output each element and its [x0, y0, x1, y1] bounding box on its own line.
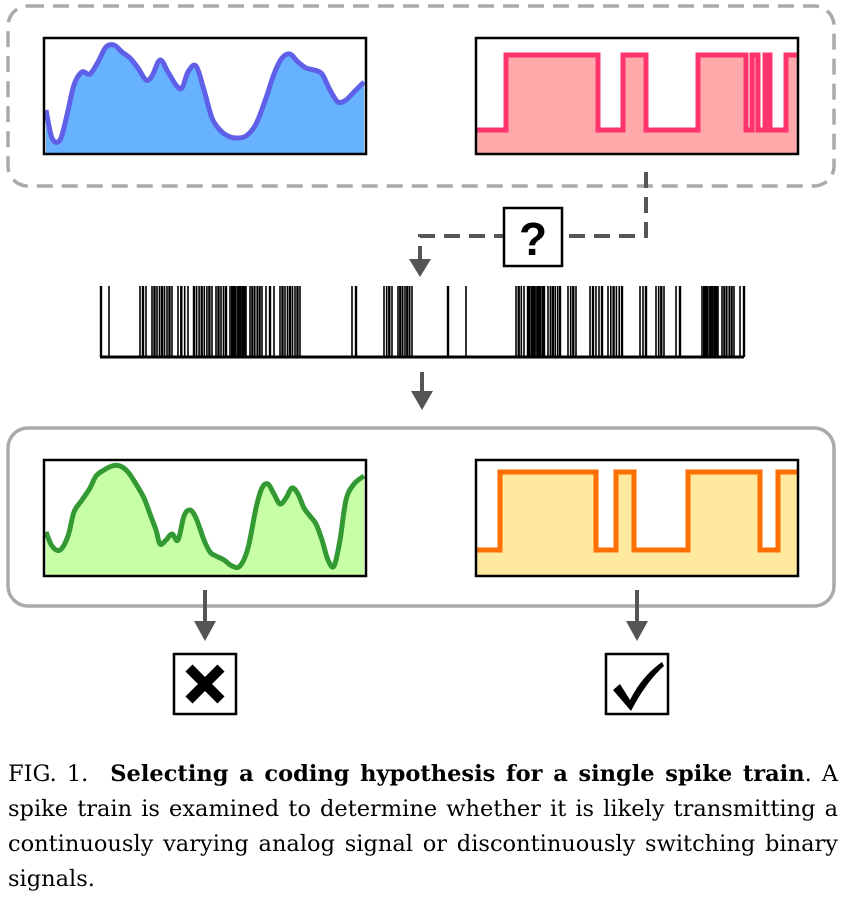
- decoding-group-box: [6, 426, 836, 608]
- caption-label: FIG. 1.: [8, 761, 89, 787]
- question-mark: ?: [519, 213, 547, 265]
- figure-diagram: ?: [6, 4, 836, 716]
- decoded-binary-fill: [477, 472, 797, 576]
- analog-signal-panel: [42, 36, 368, 156]
- figure-caption: FIG. 1. Selecting a coding hypothesis for…: [8, 757, 838, 897]
- x-mark-icon: [172, 652, 238, 716]
- binary-signal-fill: [477, 55, 797, 154]
- question-box: ?: [502, 206, 564, 268]
- binary-signal-line: [477, 52, 797, 133]
- decoded-binary-panel: [474, 458, 800, 578]
- arrow-to-reject: [194, 590, 216, 641]
- decoded-analog-panel: [42, 458, 368, 578]
- check-mark-icon: [604, 652, 670, 716]
- hypothesis-group-box: [6, 4, 836, 188]
- binary-signal-panel: [474, 36, 800, 156]
- arrow-to-decoding: [411, 372, 433, 410]
- decoded-analog-line: [43, 462, 366, 571]
- caption-text: . A spike train is examined to determine…: [8, 761, 838, 892]
- decoded-binary-line: [477, 469, 797, 553]
- decoded-analog-fill: [46, 465, 364, 576]
- spike-train: [99, 286, 746, 357]
- analog-signal-line: [43, 42, 366, 145]
- caption-title: Selecting a coding hypothesis for a sing…: [110, 761, 805, 787]
- arrow-to-accept: [626, 590, 648, 641]
